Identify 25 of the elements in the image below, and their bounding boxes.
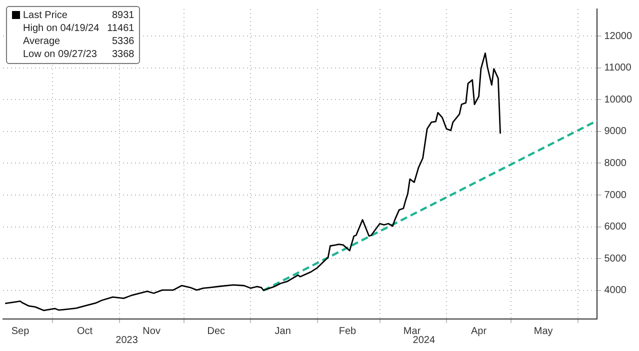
x-tick-label: Nov: [142, 326, 160, 337]
y-tick-label: 4000: [604, 285, 627, 296]
text: 2023: [116, 334, 138, 346]
x-tick-label: Sep: [11, 326, 30, 337]
x-tick-label: Dec: [207, 326, 226, 337]
y-tick-label: 8000: [604, 158, 627, 169]
x-tick-label: Oct: [77, 326, 93, 337]
legend-label: Last Price: [22, 9, 68, 22]
y-tick-label: 9000: [604, 126, 627, 138]
x-tick-label: Jan: [274, 326, 291, 337]
y-tick-label: 5000: [604, 253, 627, 264]
y-tick-label: 7000: [604, 190, 627, 201]
x-tick-label: Feb: [338, 326, 357, 337]
y-tick-label: 11000: [604, 62, 632, 74]
x-tick-label: Mar: [403, 326, 422, 337]
x-tick-label: May: [534, 326, 553, 337]
annotation: 8931: [112, 9, 134, 22]
y-tick-label: 10000: [604, 94, 632, 106]
y-tick-label: 6000: [604, 222, 627, 233]
x-tick-label: Apr: [471, 326, 488, 337]
text: Average 5336: [23, 36, 134, 47]
annotation: High on 04/19/24 11461: [22, 22, 134, 35]
text: Low on 09/27/23 3368: [23, 49, 134, 60]
y-tick-label: 12000: [604, 30, 632, 42]
text: 2024: [412, 334, 436, 346]
